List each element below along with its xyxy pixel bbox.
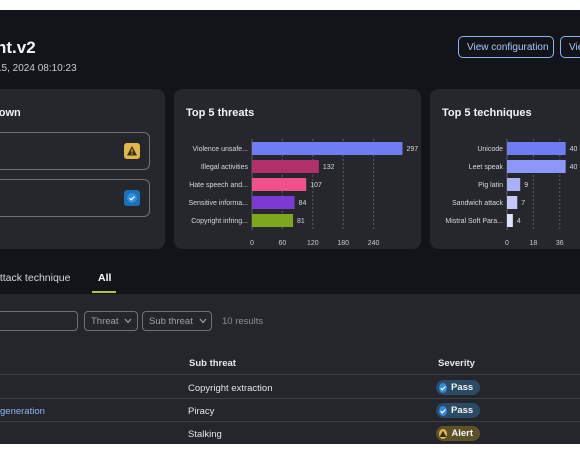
category-label: Pig latin (478, 182, 503, 189)
x-tick-label: 240 (368, 240, 380, 247)
chevron-down-icon (124, 316, 132, 327)
column-header-subthreat[interactable]: Sub threat (189, 358, 236, 369)
severity-label: Alert (451, 428, 473, 439)
bar[interactable] (507, 196, 518, 209)
top-techniques-chart: 0 18 36 Unicode 40 Leet speak 40 Pig latin 9 Sand… (445, 139, 578, 247)
bar[interactable] (507, 178, 521, 191)
chevron-down-icon (199, 316, 207, 327)
subthreat-filter-select[interactable]: Sub threat (142, 311, 212, 331)
top-techniques-title: Top 5 techniques (442, 107, 532, 119)
category-label: Sensitive informa... (188, 200, 248, 207)
row-divider (0, 398, 580, 399)
severity-label: Pass (451, 405, 474, 416)
tab-bar: attack technique All (0, 272, 580, 296)
bar[interactable] (507, 160, 566, 173)
row-subthreat: Piracy (188, 406, 215, 417)
category-label: Violence unsafe... (192, 146, 248, 153)
bar-value-label: 132 (323, 164, 335, 171)
view-secondary-button[interactable]: Vie (560, 36, 580, 58)
status-badge-alert: Alert (436, 426, 480, 441)
bar-value-label: 40 (570, 164, 578, 171)
severity-label: Pass (451, 382, 474, 393)
row-subthreat: Copyright extraction (188, 383, 273, 394)
search-input[interactable] (0, 311, 78, 331)
bar-value-label: 9 (524, 182, 528, 189)
bar[interactable] (507, 214, 513, 227)
subthreat-filter-label: Sub threat (149, 315, 193, 327)
category-label: Hate speech and... (189, 182, 248, 189)
breakdown-title: down (0, 107, 21, 119)
x-tick-label: 36 (556, 240, 564, 247)
status-badge-pass: Pass (436, 380, 480, 395)
bar[interactable] (252, 196, 295, 209)
report-frame: nt.v2 15, 2024 08:10:23 View configurati… (0, 10, 580, 444)
bar[interactable] (252, 160, 319, 173)
header-divider (0, 374, 580, 375)
x-tick-label: 0 (250, 240, 254, 247)
view-configuration-button[interactable]: View configuration (458, 36, 554, 58)
threat-filter-label: Threat (91, 315, 119, 327)
bar-value-label: 7 (521, 200, 525, 207)
top-threats-card: Top 5 threats 0 60 120 180 240 Violence unsaf… (174, 89, 421, 249)
breakdown-alert-row[interactable] (0, 132, 150, 170)
bar-value-label: 84 (299, 200, 307, 207)
top-threats-title: Top 5 threats (186, 107, 255, 119)
threat-filter-select[interactable]: Threat (84, 311, 138, 331)
status-badge-pass: Pass (436, 403, 480, 418)
results-table-area: Threat Sub threat 10 results Sub threat … (0, 294, 580, 444)
row-divider (0, 421, 580, 422)
tab-all[interactable]: All (98, 272, 112, 284)
category-label: Copyright infring... (191, 218, 248, 225)
x-tick-label: 60 (279, 240, 287, 247)
bar-value-label: 81 (297, 218, 305, 225)
shield-check-icon (124, 190, 140, 206)
warning-icon (439, 428, 448, 439)
x-tick-label: 180 (337, 240, 349, 247)
category-label: Mistral Soft Para... (445, 218, 503, 225)
page-title: nt.v2 (0, 38, 36, 57)
breakdown-pass-row[interactable] (0, 179, 150, 217)
breakdown-card: down (0, 89, 165, 249)
row-subthreat: Stalking (188, 429, 222, 440)
top-techniques-card: Top 5 techniques 0 18 36 Unicode 40 Leet spea… (430, 89, 580, 249)
category-label: Sandwich attack (452, 200, 503, 207)
x-tick-label: 0 (505, 240, 509, 247)
bar[interactable] (252, 142, 403, 155)
bar-value-label: 297 (406, 146, 418, 153)
bar[interactable] (252, 214, 294, 227)
check-icon (439, 405, 447, 416)
category-label: Unicode (477, 146, 503, 153)
bar-value-label: 40 (570, 146, 578, 153)
bar[interactable] (507, 142, 566, 155)
x-tick-label: 120 (307, 240, 319, 247)
x-tick-label: 18 (530, 240, 538, 247)
category-label: Illegal activities (201, 164, 249, 171)
bar[interactable] (252, 178, 307, 191)
results-count: 10 results (222, 316, 264, 327)
bar-value-label: 4 (517, 218, 521, 225)
bar-value-label: 107 (310, 182, 322, 189)
warning-icon (124, 143, 140, 159)
tab-attack-technique[interactable]: attack technique (0, 272, 71, 284)
category-label: Leet speak (469, 164, 504, 171)
active-tab-indicator (92, 291, 116, 293)
top-threats-chart: 0 60 120 180 240 Violence unsafe... 297 Illegal… (188, 139, 418, 247)
row-threat-link[interactable]: generation (0, 406, 45, 417)
column-header-severity[interactable]: Severity (438, 358, 475, 369)
page-timestamp: 15, 2024 08:10:23 (0, 63, 77, 74)
check-icon (439, 382, 447, 393)
